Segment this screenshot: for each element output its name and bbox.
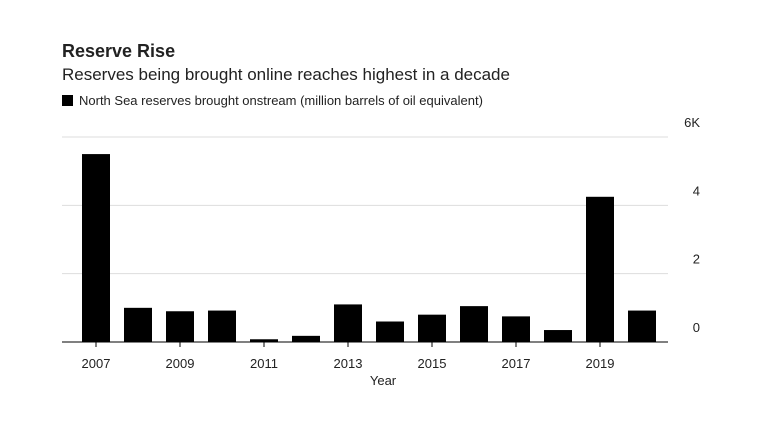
x-tick-label: 2007 [82,356,111,371]
bar [124,307,152,342]
y-tick-label: 4 [693,183,700,198]
y-tick-label: 6K [684,115,700,130]
bar [166,311,194,342]
legend-swatch [62,95,73,106]
x-tick-label: 2019 [586,356,615,371]
bar [208,310,236,342]
bar [250,339,278,342]
bar [628,310,656,342]
bar [292,335,320,342]
x-tick-label: 2015 [418,356,447,371]
x-tick-label: 2017 [502,356,531,371]
bar [334,304,362,342]
x-tick-label: 2013 [334,356,363,371]
legend-label: North Sea reserves brought onstream (mil… [79,93,483,108]
bar [82,154,110,342]
x-tick-label: 2011 [250,356,278,371]
y-tick-label: 2 [693,252,700,267]
chart-title: Reserve Rise [62,41,175,61]
bar [502,316,530,342]
bar [586,196,614,342]
x-tick-label: 2009 [166,356,195,371]
bar [460,306,488,342]
bar [418,314,446,342]
y-tick-label: 0 [693,320,700,335]
bar [376,321,404,342]
x-axis-label: Year [370,373,397,388]
bar [544,330,572,342]
chart-subtitle: Reserves being brought online reaches hi… [62,65,510,84]
